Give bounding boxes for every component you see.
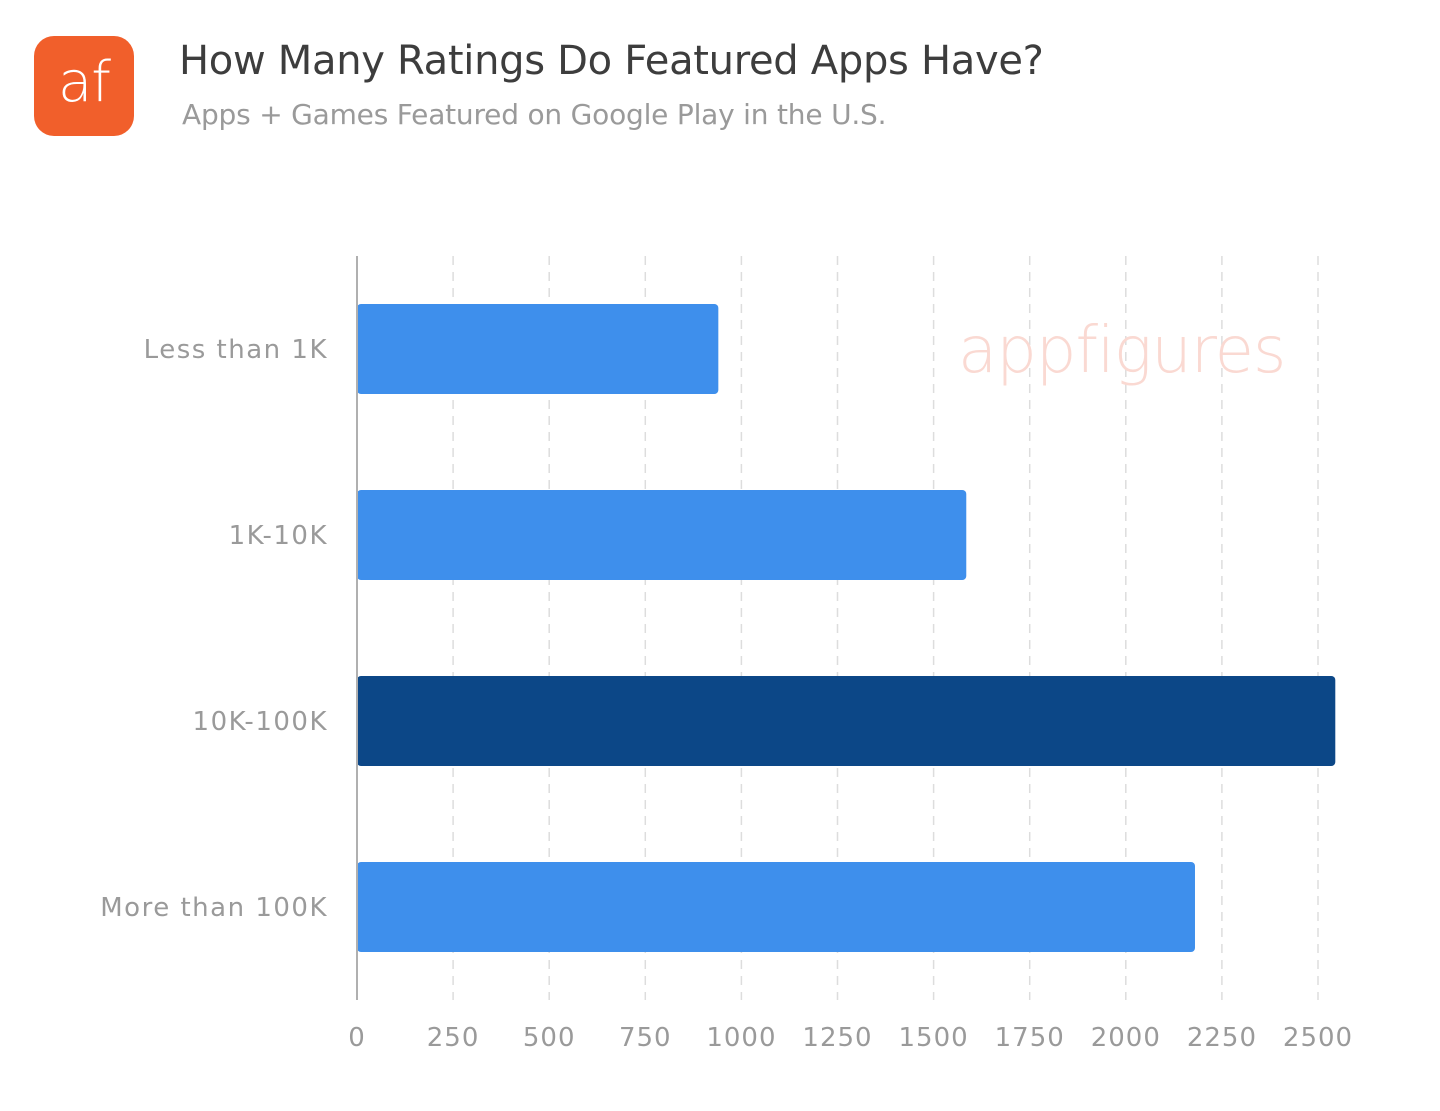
chart-subtitle: Apps + Games Featured on Google Play in …: [182, 98, 887, 131]
x-tick-label: 0: [348, 1023, 366, 1053]
x-tick-label: 1500: [899, 1023, 969, 1053]
x-tick-label: 1000: [706, 1023, 776, 1053]
appfigures-watermark: appfigures: [958, 314, 1285, 388]
x-tick-label: 1750: [995, 1023, 1065, 1053]
x-tick-label: 500: [523, 1023, 576, 1053]
x-tick-label: 250: [427, 1023, 480, 1053]
x-tick-label: 1250: [802, 1023, 872, 1053]
bar: [357, 490, 967, 580]
bar: [357, 304, 719, 394]
bars: [357, 304, 1336, 952]
gridlines: [452, 256, 1319, 1000]
x-tick-label: 2000: [1091, 1023, 1161, 1053]
logo-text: af: [57, 50, 111, 115]
appfigures-logo: af: [34, 36, 134, 136]
category-label: 1K-10K: [229, 521, 328, 551]
category-label: 10K-100K: [193, 707, 328, 737]
x-tick-label: 2250: [1187, 1023, 1257, 1053]
bar: [357, 676, 1336, 766]
category-labels: Less than 1K 1K-10K 10K-100K More than 100K: [100, 335, 328, 923]
category-label: Less than 1K: [144, 335, 328, 365]
x-tick-label: 2500: [1283, 1023, 1353, 1053]
x-axis-tick-labels: 0 250 500 750 1000 1250 1500 1750 2000 2250 2500: [348, 1023, 1353, 1053]
bar: [357, 862, 1195, 952]
chart-title: How Many Ratings Do Featured Apps Have?: [179, 38, 1044, 84]
x-tick-label: 750: [619, 1023, 672, 1053]
category-label: More than 100K: [100, 893, 328, 923]
